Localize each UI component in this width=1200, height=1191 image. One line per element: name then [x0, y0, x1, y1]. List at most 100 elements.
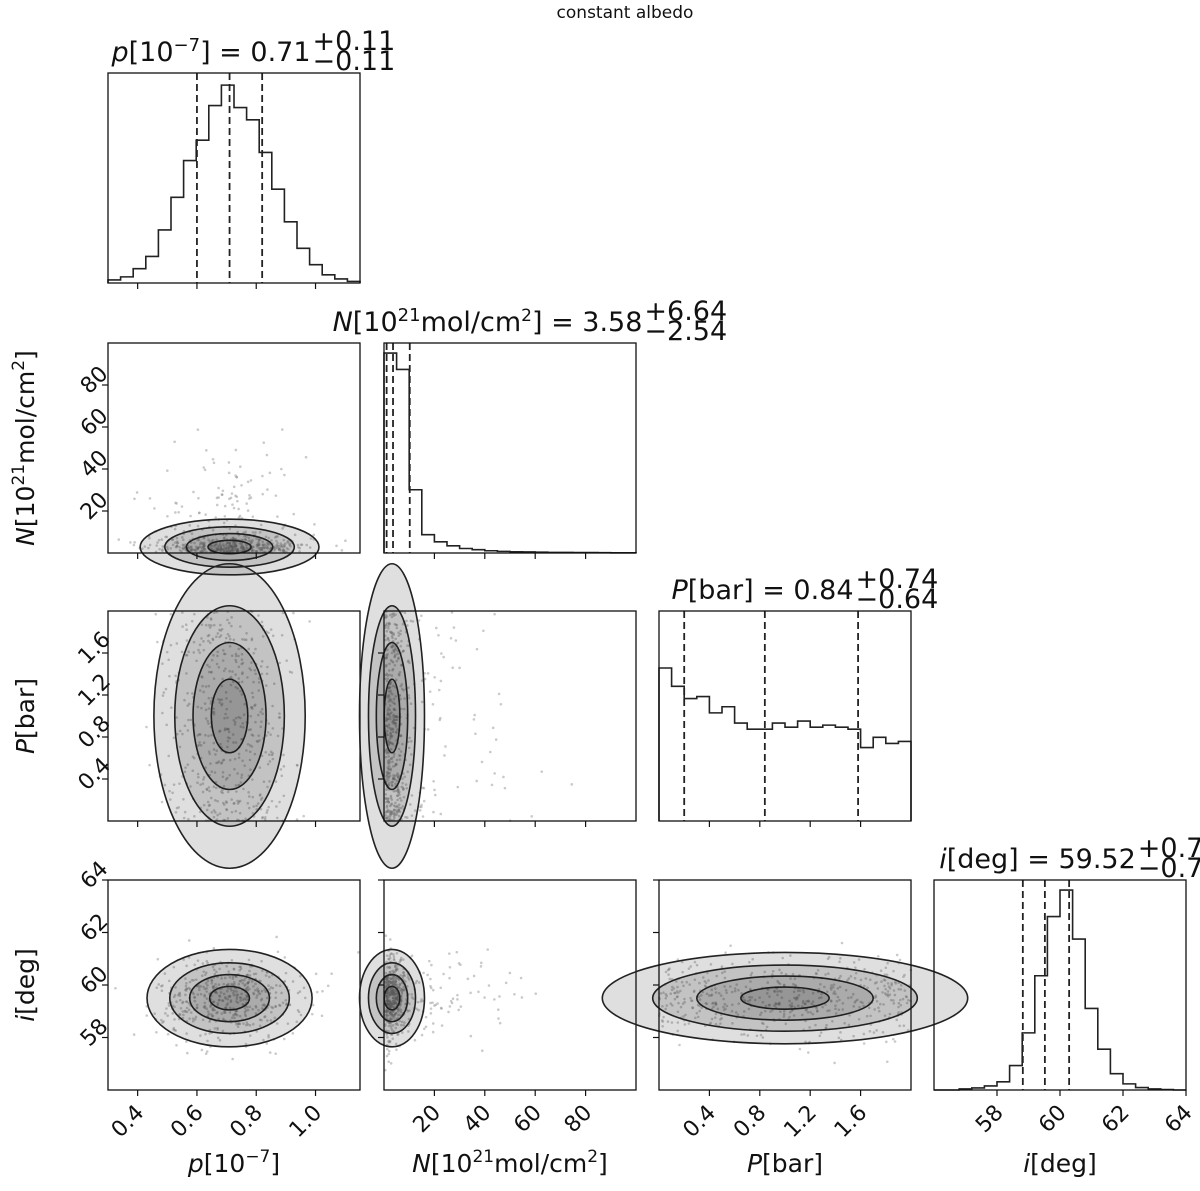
scatter-point [185, 653, 189, 657]
scatter-point [202, 640, 205, 643]
scatter-point [472, 974, 476, 978]
scatter-point [252, 651, 256, 655]
scatter-point [477, 990, 480, 994]
scatter-point [166, 469, 169, 472]
scatter-point [200, 550, 203, 553]
scatter-point [277, 546, 281, 550]
scatter-point [212, 653, 215, 657]
scatter-point [230, 654, 234, 657]
panel-P-P: P[bar] = 0.84 +0.74−0.64 [658, 564, 938, 827]
scatter-point [165, 650, 169, 654]
scatter-point [202, 466, 206, 469]
scatter-point [225, 808, 229, 812]
scatter-point [237, 516, 241, 519]
scatter-point [228, 637, 232, 641]
scatter-point [161, 549, 164, 553]
scatter-point [257, 543, 260, 547]
scatter-point [194, 545, 198, 548]
scatter-point [177, 510, 180, 514]
scatter-point [264, 750, 267, 754]
scatter-point [197, 538, 201, 542]
scatter-point [234, 545, 238, 548]
scatter-point [197, 511, 201, 515]
scatter-point [220, 761, 224, 764]
scatter-point [230, 798, 233, 801]
scatter-point [231, 503, 234, 506]
scatter-point [153, 507, 156, 510]
scatter-point [263, 546, 266, 550]
scatter-point [168, 789, 171, 793]
scatter-point [225, 807, 228, 811]
scatter-point [176, 541, 180, 545]
scatter-point [257, 538, 261, 542]
scatter-point [227, 471, 231, 475]
scatter-point [243, 534, 246, 538]
scatter-point [254, 672, 257, 676]
scatter-point [237, 752, 241, 756]
scatter-point [493, 998, 496, 1001]
scatter-point [196, 734, 200, 737]
scatter-point [201, 782, 205, 785]
scatter-point [192, 651, 196, 654]
scatter-point [218, 701, 222, 704]
scatter-point [305, 543, 308, 547]
scatter-point [140, 547, 144, 550]
scatter-point [154, 612, 158, 616]
scatter-point [186, 704, 189, 707]
scatter-point [178, 729, 182, 733]
scatter-point [234, 544, 237, 548]
scatter-point [190, 619, 194, 623]
scatter-point [218, 628, 221, 632]
scatter-point [147, 546, 150, 550]
scatter-point [160, 800, 164, 804]
scatter-point [266, 546, 270, 550]
scatter-point [251, 545, 255, 549]
scatter-point [428, 959, 431, 963]
scatter-point [240, 773, 244, 777]
scatter-point [261, 635, 265, 638]
scatter-point [175, 536, 179, 540]
scatter-point [228, 497, 231, 501]
scatter-point [186, 729, 190, 732]
scatter-point [247, 647, 251, 651]
scatter-point [226, 728, 230, 731]
x-tick-label-i: 64 [1160, 1100, 1197, 1137]
scatter-point [236, 799, 239, 803]
scatter-point [202, 544, 206, 547]
scatter-point [187, 939, 191, 942]
scatter-point [275, 543, 278, 547]
scatter-point [211, 637, 215, 641]
scatter-point [282, 538, 286, 542]
scatter-point [239, 546, 243, 550]
scatter-point [208, 626, 212, 629]
scatter-point [232, 802, 236, 805]
scatter-point [228, 527, 232, 531]
scatter-point [261, 543, 264, 546]
scatter-point [135, 491, 139, 494]
scatter-point [204, 685, 208, 688]
scatter-point [158, 547, 161, 551]
scatter-point [228, 541, 232, 545]
scatter-point [163, 783, 167, 787]
scatter-point [434, 793, 437, 797]
scatter-point [148, 536, 151, 540]
scatter-point [223, 536, 226, 540]
scatter-point [466, 977, 470, 981]
scatter-point [267, 536, 271, 540]
scatter-point [281, 611, 285, 615]
scatter-point [472, 718, 476, 721]
scatter-point [230, 546, 234, 549]
scatter-point [249, 668, 253, 672]
scatter-point [493, 612, 496, 616]
scatter-point [240, 693, 244, 696]
scatter-point [209, 546, 212, 549]
scatter-point [257, 713, 260, 717]
scatter-point [250, 705, 253, 709]
scatter-point [384, 934, 388, 938]
scatter-point [534, 992, 538, 995]
scatter-point [258, 538, 262, 541]
scatter-point [244, 530, 247, 534]
scatter-point [223, 547, 226, 550]
scatter-point [282, 753, 285, 757]
y-axis-label-i: i[deg] [11, 948, 40, 1022]
